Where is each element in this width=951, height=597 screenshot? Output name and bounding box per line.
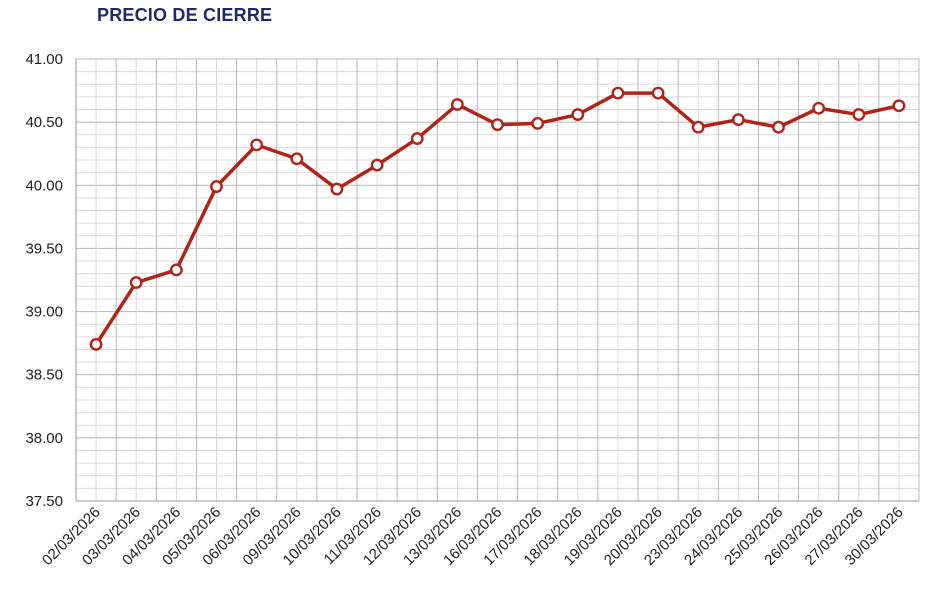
- y-tick-label: 39.00: [25, 304, 63, 321]
- chart-title: PRECIO DE CIERRE: [97, 5, 273, 25]
- y-tick-label: 41.00: [25, 51, 63, 68]
- series: [89, 86, 906, 351]
- data-point: [611, 86, 625, 100]
- data-point: [330, 182, 344, 196]
- data-point: [852, 108, 866, 121]
- data-point: [491, 118, 504, 132]
- data-point: [691, 120, 705, 134]
- data-point: [731, 113, 745, 127]
- y-tick-label: 39.50: [25, 240, 63, 257]
- data-point: [531, 117, 545, 130]
- data-point: [169, 263, 183, 277]
- y-tick-labels: 41.00 40.50 40.00 39.50 39.00 38.50 38.00 37.50: [25, 51, 63, 510]
- data-point: [129, 276, 143, 289]
- data-point: [89, 338, 103, 351]
- y-tick-label: 40.50: [25, 114, 63, 131]
- data-point: [250, 138, 264, 152]
- y-tick-label: 37.50: [25, 493, 63, 510]
- data-point: [651, 86, 665, 100]
- y-tick-label: 40.00: [25, 177, 63, 194]
- data-point: [450, 98, 464, 111]
- data-point: [772, 120, 785, 134]
- data-point: [571, 108, 585, 121]
- data-point: [892, 99, 906, 113]
- data-point: [370, 158, 384, 172]
- data-point: [410, 132, 424, 145]
- x-tick-labels: 02/03/202603/03/202604/03/202605/03/2026…: [39, 504, 907, 569]
- data-point: [210, 180, 223, 193]
- y-tick-label: 38.00: [25, 430, 63, 447]
- data-point: [290, 152, 304, 166]
- y-tick-label: 38.50: [25, 367, 63, 384]
- axes: [75, 58, 920, 502]
- data-point: [812, 101, 826, 115]
